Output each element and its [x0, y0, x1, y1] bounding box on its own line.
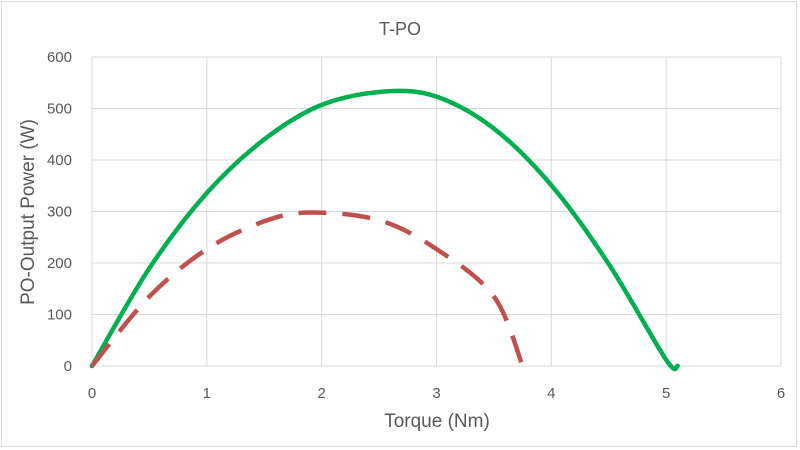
y-tick-label: 300 [47, 204, 72, 221]
series-line-solid [89, 88, 680, 372]
x-axis-label: Torque (Nm) [384, 411, 490, 432]
x-tick-label: 0 [88, 385, 96, 402]
y-axis-label: PO-Output Power (W) [18, 119, 39, 305]
y-tick-label: 100 [47, 307, 72, 324]
x-tick-label: 1 [203, 385, 211, 402]
y-tick-label: 400 [47, 152, 72, 169]
x-tick-label: 3 [432, 385, 440, 402]
tick-labels: 0 100 200 300 400 500 600 0 1 2 3 4 5 6 [47, 49, 785, 402]
y-tick-label: 0 [64, 358, 72, 375]
x-tick-label: 5 [662, 385, 670, 402]
y-tick-label: 200 [47, 255, 72, 272]
x-tick-label: 6 [777, 385, 785, 402]
x-tick-label: 4 [547, 385, 555, 402]
y-tick-label: 600 [47, 49, 72, 66]
chart-title: T-PO [379, 19, 421, 39]
gridlines [91, 56, 782, 367]
series-line-dashed [90, 210, 525, 368]
y-tick-label: 500 [47, 101, 72, 118]
series-lines [89, 88, 680, 372]
x-tick-label: 2 [317, 385, 325, 402]
